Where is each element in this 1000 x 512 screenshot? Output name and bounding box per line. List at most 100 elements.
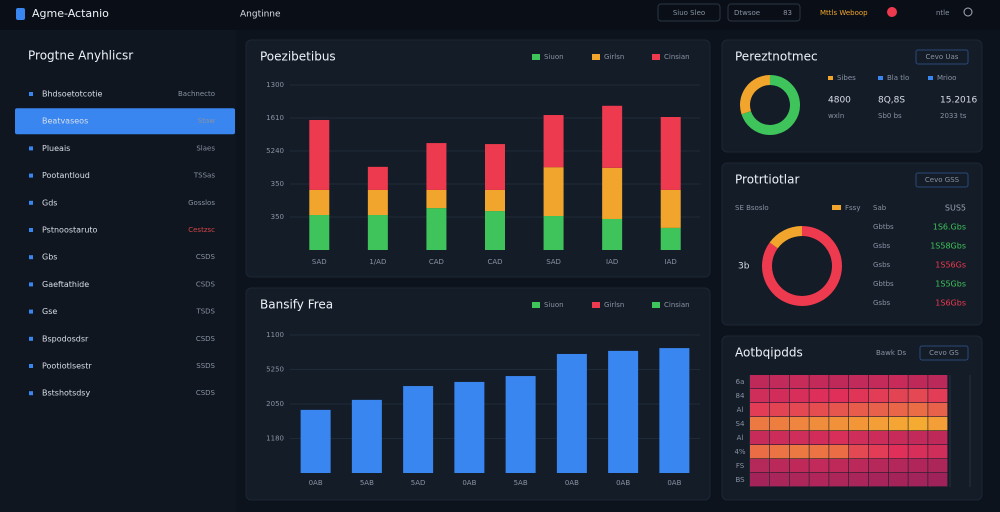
heat-cell <box>829 403 849 417</box>
user[interactable]: Mttls Weboop <box>820 9 868 17</box>
bar <box>505 376 536 473</box>
active-item[interactable] <box>15 108 235 135</box>
heat-cell <box>888 375 908 389</box>
nav-value[interactable]: Staw <box>198 117 215 125</box>
nav-value[interactable]: TSDS <box>195 308 215 316</box>
row-label: Al <box>737 434 744 442</box>
donut-segment <box>740 75 771 115</box>
panel <box>245 39 711 278</box>
nav-label[interactable]: Bspodosdsr <box>42 334 89 343</box>
item-bullet <box>29 391 33 396</box>
heat-cell <box>928 431 948 445</box>
bar-segment <box>485 211 505 250</box>
heat-cell <box>849 375 869 389</box>
nav-label[interactable]: Bstshotsdsy <box>42 389 90 398</box>
bar <box>556 353 587 473</box>
heat-cell <box>849 403 869 417</box>
heat-cell <box>809 473 829 487</box>
search[interactable]: Siuo Sleo <box>673 9 705 17</box>
search-box[interactable] <box>657 3 721 22</box>
heat-cell <box>908 445 928 459</box>
filter[interactable]: Dtwsoe <box>734 9 760 17</box>
filter-button[interactable]: 83 <box>783 9 792 17</box>
legend-label: Girlsn <box>604 53 624 61</box>
nav-label[interactable]: Bhdsoetotcotie <box>42 90 102 99</box>
nav-value[interactable]: TSSas <box>193 172 215 180</box>
panel-button[interactable] <box>915 172 969 188</box>
header-icon[interactable]: ntle <box>936 9 949 17</box>
panel-button-label[interactable]: Cevo GS <box>929 349 959 357</box>
x-tick-label: 0AB <box>462 479 476 487</box>
nav-value[interactable]: CSDS <box>196 335 216 343</box>
settings-icon[interactable] <box>963 7 973 17</box>
legend-label: Siuon <box>544 53 564 61</box>
stat-header: Sibes <box>837 74 856 82</box>
nav-label[interactable]: Gaeftathide <box>42 280 89 289</box>
heat-cell <box>908 375 928 389</box>
stat-header: Mrioo <box>937 74 956 82</box>
heat-cell <box>769 417 789 431</box>
heat-cell <box>809 445 829 459</box>
y-tick-label: 1610 <box>266 114 284 122</box>
panel-button-label[interactable]: Cevo Uas <box>926 53 959 61</box>
heat-cell <box>928 375 948 389</box>
bar-segment <box>367 166 388 190</box>
heat-cell <box>809 389 829 403</box>
x-tick-label: IAD <box>665 258 677 266</box>
heat-cell <box>809 375 829 389</box>
nav-value[interactable]: CSDS <box>196 389 216 397</box>
nav-value[interactable]: Cestzsc <box>188 226 215 234</box>
nav-label[interactable]: Plueais <box>42 144 70 153</box>
bar-segment <box>309 189 330 216</box>
nav-label[interactable]: Gse <box>42 307 57 316</box>
stat-value: 8Q,8S <box>878 96 905 106</box>
x-tick-label: 0AB <box>309 479 323 487</box>
panel-title: Bansify Frea <box>260 298 333 312</box>
x-tick-label: SAD <box>312 258 327 266</box>
panel-button-label[interactable]: Cevo GSS <box>925 176 960 184</box>
stat-header: Bla tlo <box>887 74 909 82</box>
nav-label[interactable]: Pootiotlsestr <box>42 362 92 371</box>
panel-button[interactable] <box>915 49 969 65</box>
side-label: 3b <box>738 262 750 272</box>
nav-label[interactable]: Pootantloud <box>42 171 90 180</box>
heat-cell <box>769 445 789 459</box>
heat-cell <box>750 445 770 459</box>
panel-title: Pereztnotmec <box>735 50 818 64</box>
nav-label[interactable]: Gbs <box>42 253 57 262</box>
list-label: Gsbs <box>873 242 891 250</box>
y-tick-label: 1300 <box>266 81 284 89</box>
avatar[interactable] <box>887 7 897 17</box>
heat-cell <box>888 445 908 459</box>
x-tick-label: 1/AD <box>369 258 386 266</box>
heat-cell <box>849 473 869 487</box>
heat-cell <box>769 375 789 389</box>
y-tick-label: 5250 <box>266 366 284 374</box>
nav-value[interactable]: Slaes <box>196 144 215 152</box>
nav-label[interactable]: Pstnoostaruto <box>42 226 98 235</box>
nav-value[interactable]: CSDS <box>196 253 216 261</box>
heat-cell <box>809 459 829 473</box>
item-bullet <box>29 336 33 341</box>
nav-label[interactable]: Gds <box>42 198 57 207</box>
filter[interactable]: Bawk Ds <box>876 349 906 357</box>
heat-cell <box>849 459 869 473</box>
nav-value[interactable]: SSDS <box>196 362 215 370</box>
bar-segment <box>660 117 681 190</box>
bar-segment <box>660 227 681 250</box>
nav-value[interactable]: CSDS <box>196 280 216 288</box>
item-bullet <box>29 309 33 314</box>
heat-cell <box>868 417 888 431</box>
panel-title: Poezibetibus <box>260 50 336 64</box>
nav-label[interactable]: Beatvaseos <box>42 117 88 126</box>
item-bullet <box>29 282 33 287</box>
heat-cell <box>868 403 888 417</box>
row-label: Al <box>737 406 744 414</box>
filter-box[interactable] <box>727 3 801 22</box>
panel-button[interactable] <box>919 345 969 361</box>
heat-cell <box>789 459 809 473</box>
nav-value[interactable]: Bachnecto <box>178 90 215 98</box>
heat-cell <box>928 417 948 431</box>
bar-segment <box>367 215 388 250</box>
nav-value[interactable]: Gosslos <box>188 199 215 207</box>
